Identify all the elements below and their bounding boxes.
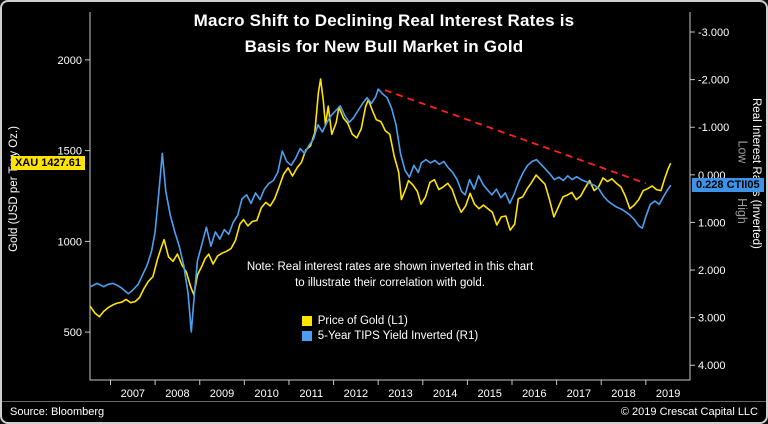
plot-frame	[89, 12, 691, 381]
note-text: Note: Real interest rates are shown inve…	[90, 259, 690, 291]
note-line2: to illustrate their correlation with gol…	[295, 277, 485, 289]
x-axis-tick-label: 2007	[121, 388, 145, 400]
x-axis-tick-label: 2010	[254, 388, 278, 400]
x-axis-tick-label: 2009	[210, 388, 234, 400]
right-axis-title: Real Interest Rates (Inverted)	[750, 98, 762, 249]
x-axis-tick-label: 2016	[522, 388, 546, 400]
tips-swatch-icon	[301, 331, 312, 341]
x-axis-tick-label: 2019	[656, 388, 680, 400]
right-axis-tick-label: -2.000	[698, 75, 729, 87]
right-axis-tag: 0.228 CTII05	[692, 177, 764, 192]
right-axis-tick-label: -3.000	[698, 27, 729, 39]
left-axis-tick-label: 1000	[58, 236, 82, 248]
series-line-tips	[89, 88, 672, 333]
x-axis-tick-label: 2011	[299, 388, 323, 400]
left-axis-title: Gold (USD per Troy Oz.)	[8, 126, 20, 252]
trendline	[384, 89, 647, 185]
legend-item-gold: Price of Gold (L1)	[301, 315, 408, 327]
x-axis-tick-label: 2017	[567, 388, 591, 400]
footer-divider	[2, 401, 766, 402]
x-axis-tick-label: 2013	[388, 388, 412, 400]
right-axis-tick-label: 2.000	[698, 265, 726, 277]
x-axis-tick-label: 2008	[165, 388, 189, 400]
right-axis-tick-label: 3.000	[698, 313, 726, 325]
legend-label-gold: Price of Gold (L1)	[317, 315, 408, 327]
chart-title-line2: Basis for New Bull Market in Gold	[244, 37, 524, 56]
x-axis-tick-label: 2014	[433, 388, 457, 400]
legend: Price of Gold (L1) 5-Year TIPS Yield Inv…	[90, 315, 690, 342]
left-axis-tag: XAU 1427.61	[10, 155, 85, 170]
note-line1: Note: Real interest rates are shown inve…	[246, 261, 534, 273]
right-axis-tick-label: 1.000	[698, 217, 726, 229]
legend-box: Price of Gold (L1) 5-Year TIPS Yield Inv…	[301, 315, 479, 342]
source-text: Source: Bloomberg	[10, 406, 105, 418]
legend-item-tips: 5-Year TIPS Yield Inverted (R1)	[301, 330, 479, 342]
high-label: High	[734, 198, 749, 224]
left-axis-tick-label: 500	[64, 327, 82, 339]
series-line-gold	[89, 78, 672, 318]
chart-title: Macro Shift to Declining Real Interest R…	[2, 8, 766, 60]
right-axis-tick-label: -1.000	[698, 122, 729, 134]
gold-swatch-icon	[301, 316, 312, 326]
left-axis-tick-label: 1500	[58, 146, 82, 158]
chart-title-line1: Macro Shift to Declining Real Interest R…	[193, 11, 575, 30]
left-axis-tick-label: 2000	[58, 55, 82, 67]
copyright-text: © 2019 Crescat Capital LLC	[620, 406, 758, 418]
right-axis-tick-label: 4.000	[698, 360, 726, 372]
legend-label-tips: 5-Year TIPS Yield Inverted (R1)	[317, 330, 479, 342]
x-axis-tick-label: 2015	[477, 388, 501, 400]
low-label: Low	[735, 140, 750, 164]
x-axis-tick-label: 2012	[344, 388, 368, 400]
x-axis-tick-label: 2018	[611, 388, 635, 400]
